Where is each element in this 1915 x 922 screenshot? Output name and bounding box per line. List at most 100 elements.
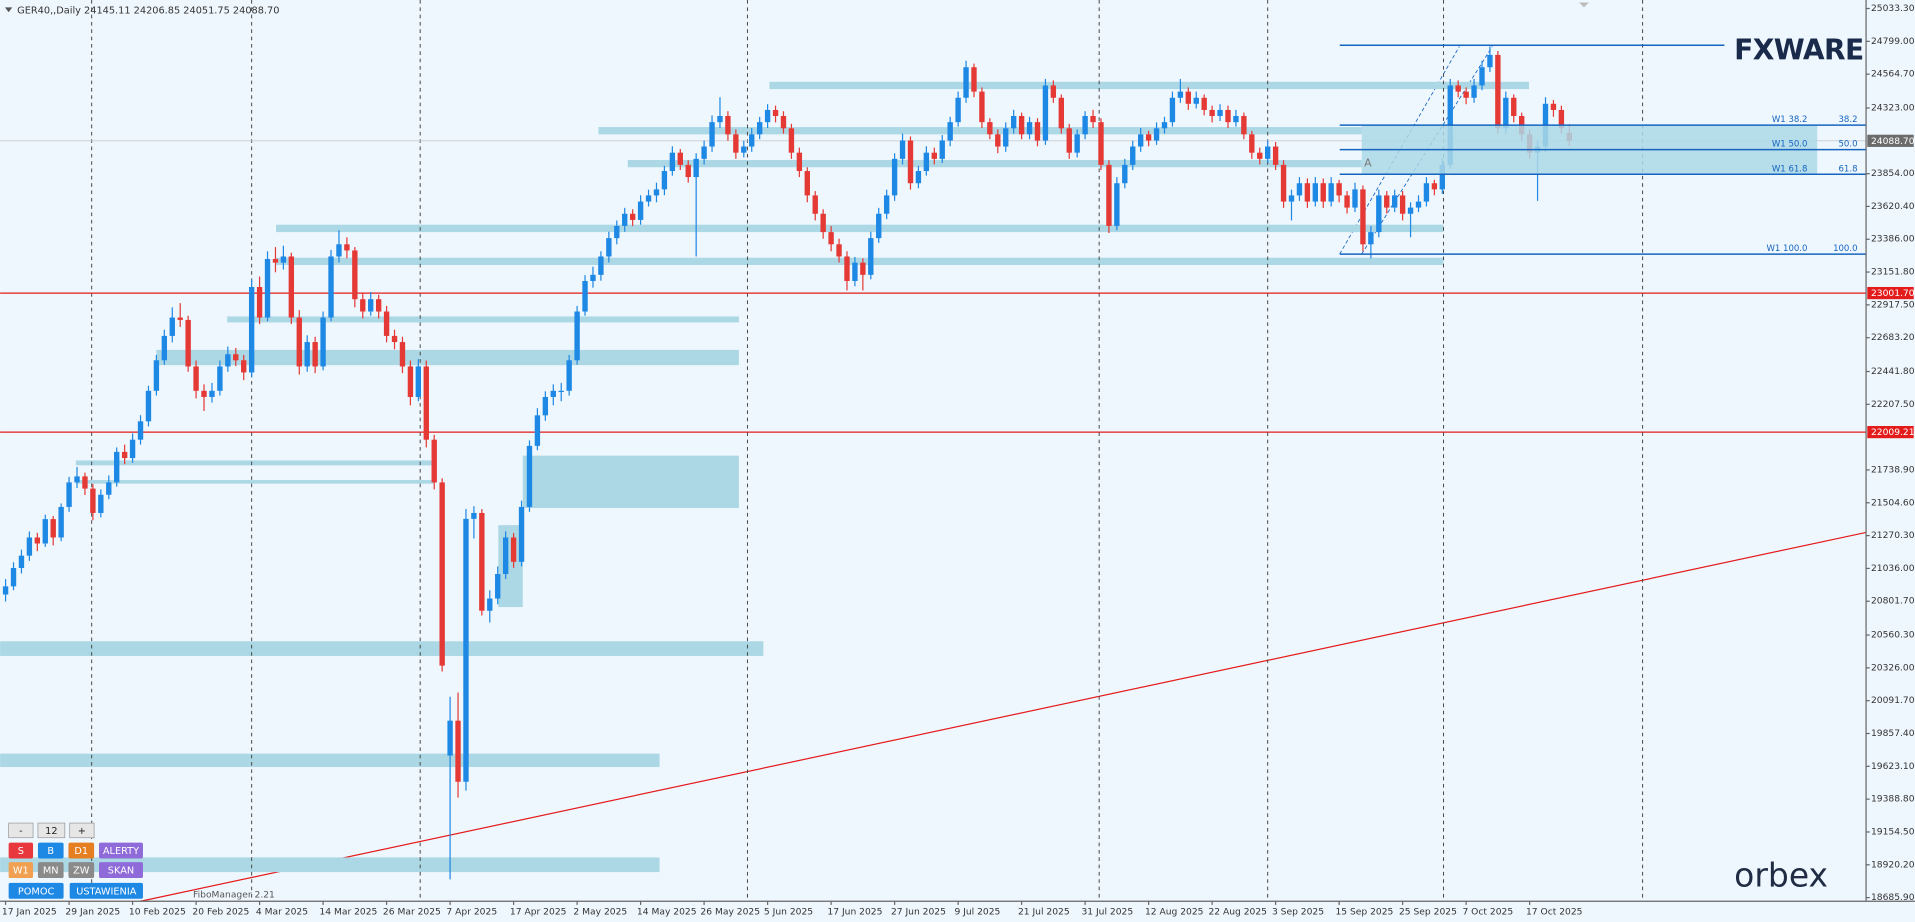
candle-body xyxy=(899,140,906,159)
candle-body xyxy=(368,299,374,312)
candle-body xyxy=(1018,115,1025,135)
x-tick-label: 17 Oct 2025 xyxy=(1526,908,1583,918)
candle-body xyxy=(161,335,168,361)
candle-body xyxy=(558,390,564,393)
control-button[interactable] xyxy=(99,842,143,859)
candle-body xyxy=(328,256,334,318)
zone xyxy=(227,316,739,323)
candle-body xyxy=(1288,195,1295,202)
candle-body xyxy=(1257,152,1263,159)
x-tick-label: 21 Jul 2025 xyxy=(1018,908,1070,918)
candle-body xyxy=(1034,122,1041,141)
candle-body xyxy=(582,280,588,312)
candle-body xyxy=(34,537,41,544)
candle-body xyxy=(550,390,556,397)
x-tick-label: 14 May 2025 xyxy=(637,908,697,918)
candle-body xyxy=(1026,122,1033,135)
candle-body xyxy=(256,287,263,318)
control-button[interactable] xyxy=(8,862,34,879)
candle-body xyxy=(701,146,707,159)
candle-body xyxy=(1368,232,1374,245)
candle-body xyxy=(447,720,453,756)
candle-body xyxy=(2,586,9,595)
y-tick-label: 18920.20 xyxy=(1871,860,1915,870)
x-tick-label: 26 Mar 2025 xyxy=(383,908,441,918)
control-button[interactable] xyxy=(8,842,34,859)
x-tick-label: 27 Jun 2025 xyxy=(891,908,946,918)
y-tick-label: 20560.30 xyxy=(1871,631,1915,641)
y-tick-label: 25033.30 xyxy=(1871,4,1915,14)
candle-body xyxy=(1399,195,1406,214)
controls: - 12 + S B D1 ALERTY W1 MN ZW SKAN POMOC USTAWIENIA xyxy=(8,822,143,899)
candle-body xyxy=(26,537,33,556)
candle-body xyxy=(987,122,993,135)
candle-body xyxy=(336,244,342,257)
candle-body xyxy=(1296,183,1303,196)
control-button[interactable] xyxy=(99,862,143,879)
candle-body xyxy=(852,262,858,281)
candle-body xyxy=(399,342,406,367)
axes: 25033.30 24799.00 24564.70 24323.00 23854.00… xyxy=(2,4,1915,918)
control-button-label: USTAWIENIA xyxy=(76,886,137,897)
candle-body xyxy=(796,152,803,172)
candle-body xyxy=(1217,109,1223,116)
level-box xyxy=(1867,425,1914,439)
candle-body xyxy=(780,115,787,129)
candle-body xyxy=(1074,134,1080,153)
menu-icon[interactable] xyxy=(4,7,13,13)
candle-body xyxy=(1431,183,1438,190)
candle-body xyxy=(717,115,723,123)
zones xyxy=(0,81,1530,873)
level-label: 23001.70 xyxy=(1871,289,1915,299)
candle-body xyxy=(1304,183,1311,202)
candle-body xyxy=(788,128,795,153)
candle-body xyxy=(677,152,683,165)
zone xyxy=(276,224,1444,233)
candle-body xyxy=(50,519,56,538)
candle-body xyxy=(1153,128,1160,141)
candle-body xyxy=(352,250,358,300)
control-button[interactable] xyxy=(37,842,64,859)
candle-body xyxy=(272,258,279,263)
zone xyxy=(0,641,764,656)
x-tick-label: 26 May 2025 xyxy=(700,908,760,918)
control-button-label: MN xyxy=(43,866,59,877)
candle-body xyxy=(1106,164,1112,226)
candle-body xyxy=(106,482,112,495)
candle-body xyxy=(1010,115,1017,129)
size-button[interactable] xyxy=(37,822,66,839)
candle-body xyxy=(566,360,572,391)
candle-body xyxy=(955,97,961,123)
fibo-point: A xyxy=(1364,157,1372,170)
candle-body xyxy=(709,122,715,147)
candle-body xyxy=(1169,97,1176,123)
candle-body xyxy=(1249,134,1255,153)
control-button[interactable] xyxy=(68,862,95,879)
fibo-ratio: 38.2 xyxy=(1839,115,1858,125)
y-tick-label: 19154.50 xyxy=(1871,827,1915,837)
size-button-label: 12 xyxy=(45,826,57,837)
control-button[interactable] xyxy=(69,882,143,899)
control-button[interactable] xyxy=(8,882,64,899)
candle-body xyxy=(804,171,810,196)
fibo-diagonal xyxy=(1339,46,1460,255)
x-tick-label: 31 Jul 2025 xyxy=(1081,908,1133,918)
control-button-label: D1 xyxy=(74,846,88,857)
size-button[interactable] xyxy=(69,822,95,839)
size-button[interactable] xyxy=(8,822,34,839)
y-tick-label: 20091.70 xyxy=(1871,696,1915,706)
candle-body xyxy=(629,213,636,220)
control-button-label: ALERTY xyxy=(103,846,139,857)
control-button[interactable] xyxy=(68,842,95,859)
x-tick-label: 25 Sep 2025 xyxy=(1399,908,1457,918)
candle-body xyxy=(1122,164,1128,184)
candle-body xyxy=(98,494,104,513)
y-tick-label: 19388.80 xyxy=(1871,795,1915,805)
x-tick-label: 20 Feb 2025 xyxy=(192,908,249,918)
candle-body xyxy=(455,720,461,782)
control-button[interactable] xyxy=(37,862,64,879)
candle-body xyxy=(1439,164,1445,190)
candle-body xyxy=(1050,85,1057,98)
candle-body xyxy=(241,360,247,373)
fibo-label: W1 50.0 xyxy=(1772,140,1808,150)
